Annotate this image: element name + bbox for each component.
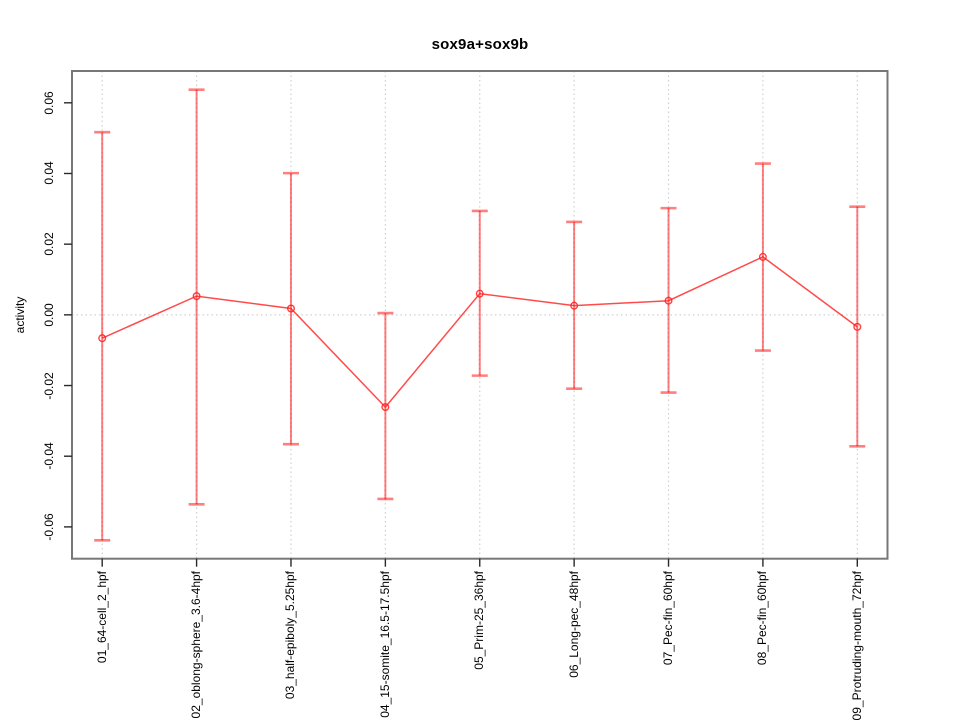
data-polyline: [101, 256, 858, 409]
chart-title: sox9a+sox9b: [431, 36, 529, 53]
data-point: [475, 289, 484, 298]
x-tick-label: 03_half-epiboly_5.25hpf: [283, 571, 298, 700]
x-tick-label: 07_Pec-fin_60hpf: [661, 571, 676, 666]
y-tick-label: -0.04: [42, 442, 56, 470]
data-point: [570, 301, 579, 310]
x-tick-label: 08_Pec-fin_60hpf: [755, 571, 770, 666]
data-point: [853, 322, 862, 331]
data-point: [758, 252, 767, 261]
data-point: [664, 296, 673, 305]
x-tick-label: 04_15-somite_16.5-17.5hpf: [377, 571, 392, 718]
x-tick-label: 01_64-cell_2_hpf: [94, 571, 109, 664]
x-tick-label: 09_Protruding-mouth_72hpf: [849, 571, 864, 720]
data-point: [192, 292, 201, 301]
x-tick-label: 02_oblong-sphere_3.6-4hpf: [189, 571, 204, 719]
y-tick-label: 0.06: [42, 91, 56, 115]
y-tick-label: -0.02: [42, 371, 56, 400]
y-tick-label: 0.00: [42, 303, 56, 327]
y-tick-label: -0.06: [42, 513, 56, 541]
y-tick-label: 0.02: [42, 232, 56, 256]
data-point: [381, 403, 390, 412]
x-tick-label: 06_Long-pec_48hpf: [566, 571, 581, 678]
x-tick-label: 05_Prim-25_36hpf: [472, 571, 487, 670]
y-tick-label: 0.04: [42, 161, 56, 186]
data-point: [98, 334, 107, 343]
data-point: [286, 304, 295, 313]
